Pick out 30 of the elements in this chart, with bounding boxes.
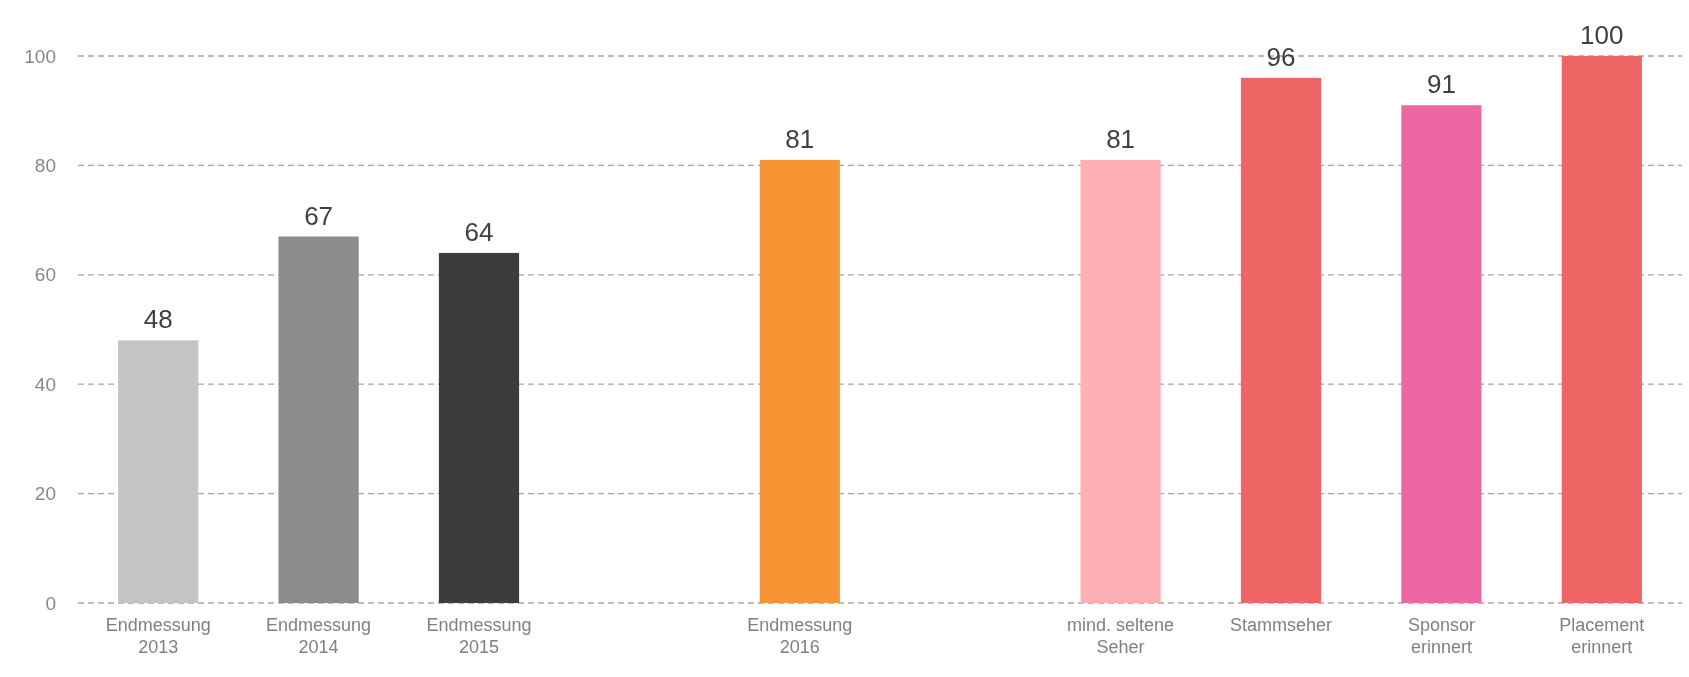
- data-label: 96: [1266, 41, 1296, 72]
- y-tick-label: 100: [24, 45, 56, 67]
- x-tick-label: Endmessung 2015: [426, 615, 532, 657]
- bar: [118, 340, 199, 603]
- bar: [1080, 159, 1161, 603]
- x-tick-label: Sponsor erinnert: [1407, 615, 1475, 657]
- y-tick-label: 60: [34, 264, 56, 286]
- bar: [759, 159, 840, 603]
- x-tick-label: Placement erinnert: [1559, 615, 1645, 657]
- x-tick-label: Endmessung 2016: [747, 615, 853, 657]
- y-tick-label: 80: [34, 155, 56, 177]
- data-label: 48: [143, 304, 173, 335]
- data-label: 67: [304, 200, 334, 231]
- x-tick-label: Endmessung 2014: [266, 615, 372, 657]
- data-label: 100: [1580, 20, 1624, 50]
- data-label: 64: [464, 216, 494, 247]
- x-tick-label: mind. seltene Seher: [1067, 615, 1175, 657]
- y-tick-label: 0: [45, 592, 56, 614]
- x-tick-label: Stammseher: [1229, 615, 1333, 635]
- x-tick-label: Endmessung 2013: [105, 615, 211, 657]
- bar: [1401, 105, 1482, 603]
- bar: [1561, 56, 1642, 603]
- bar: [438, 252, 520, 603]
- data-label: 81: [1106, 123, 1136, 154]
- y-tick-label: 20: [34, 483, 56, 505]
- bar: [1240, 77, 1322, 603]
- y-tick-label: 40: [34, 373, 56, 395]
- data-label: 91: [1426, 69, 1456, 100]
- bar: [278, 236, 359, 603]
- data-label: 81: [785, 123, 815, 154]
